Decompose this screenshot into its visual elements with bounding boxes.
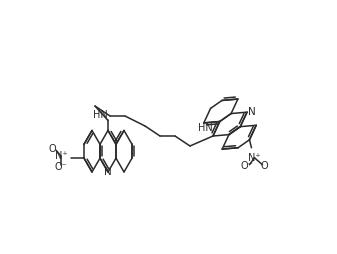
Text: N: N — [104, 167, 112, 177]
Text: O: O — [261, 161, 268, 171]
Text: N⁺: N⁺ — [55, 151, 67, 161]
Text: O⁻: O⁻ — [240, 161, 253, 171]
Text: N⁺: N⁺ — [248, 153, 261, 163]
Text: O⁻: O⁻ — [55, 162, 67, 172]
Text: O: O — [48, 144, 56, 154]
Text: HN: HN — [93, 110, 108, 120]
Text: HN: HN — [197, 123, 212, 133]
Text: N: N — [248, 107, 256, 117]
